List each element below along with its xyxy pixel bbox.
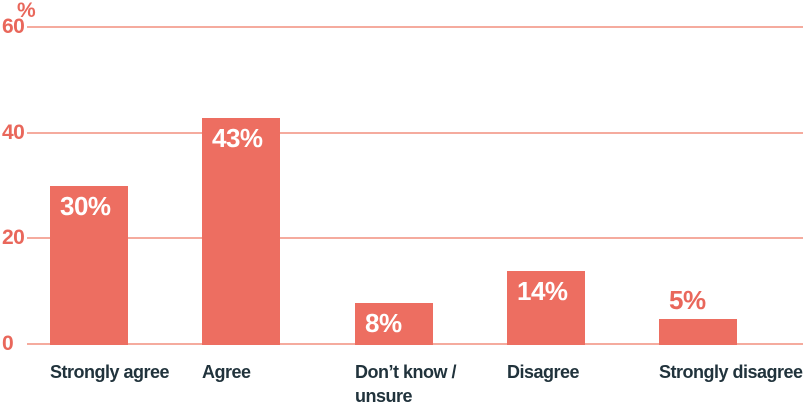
bar-don-t-know-unsure	[355, 303, 433, 345]
category-label-agree: Agree	[202, 362, 251, 382]
gridline-60	[27, 26, 803, 28]
value-label-don-t-know-unsure: 8%	[365, 308, 402, 338]
category-label-don-t-know-unsure: Don’t know / unsure	[355, 362, 457, 402]
category-label-strongly-disagree: Strongly disagree	[659, 362, 803, 382]
category-label-strongly-agree: Strongly agree	[50, 362, 170, 382]
bar-agree	[202, 118, 280, 345]
value-label-strongly-disagree: 5%	[669, 285, 706, 315]
value-label-agree: 43%	[212, 123, 263, 153]
y-tick-label-40: 40	[2, 121, 25, 144]
bar-strongly-disagree	[659, 319, 737, 345]
y-tick-label-20: 20	[2, 226, 25, 249]
gridline-20	[27, 237, 803, 239]
gridline-40	[27, 132, 803, 134]
category-label-disagree: Disagree	[507, 362, 580, 382]
bar-strongly-agree	[50, 186, 128, 345]
value-label-disagree: 14%	[517, 276, 568, 306]
y-tick-label-0: 0	[2, 332, 14, 355]
bar-disagree	[507, 271, 585, 345]
value-label-strongly-agree: 30%	[60, 191, 111, 221]
y-axis-unit-label: %	[17, 0, 36, 22]
y-tick-label-60: 60	[2, 15, 25, 38]
